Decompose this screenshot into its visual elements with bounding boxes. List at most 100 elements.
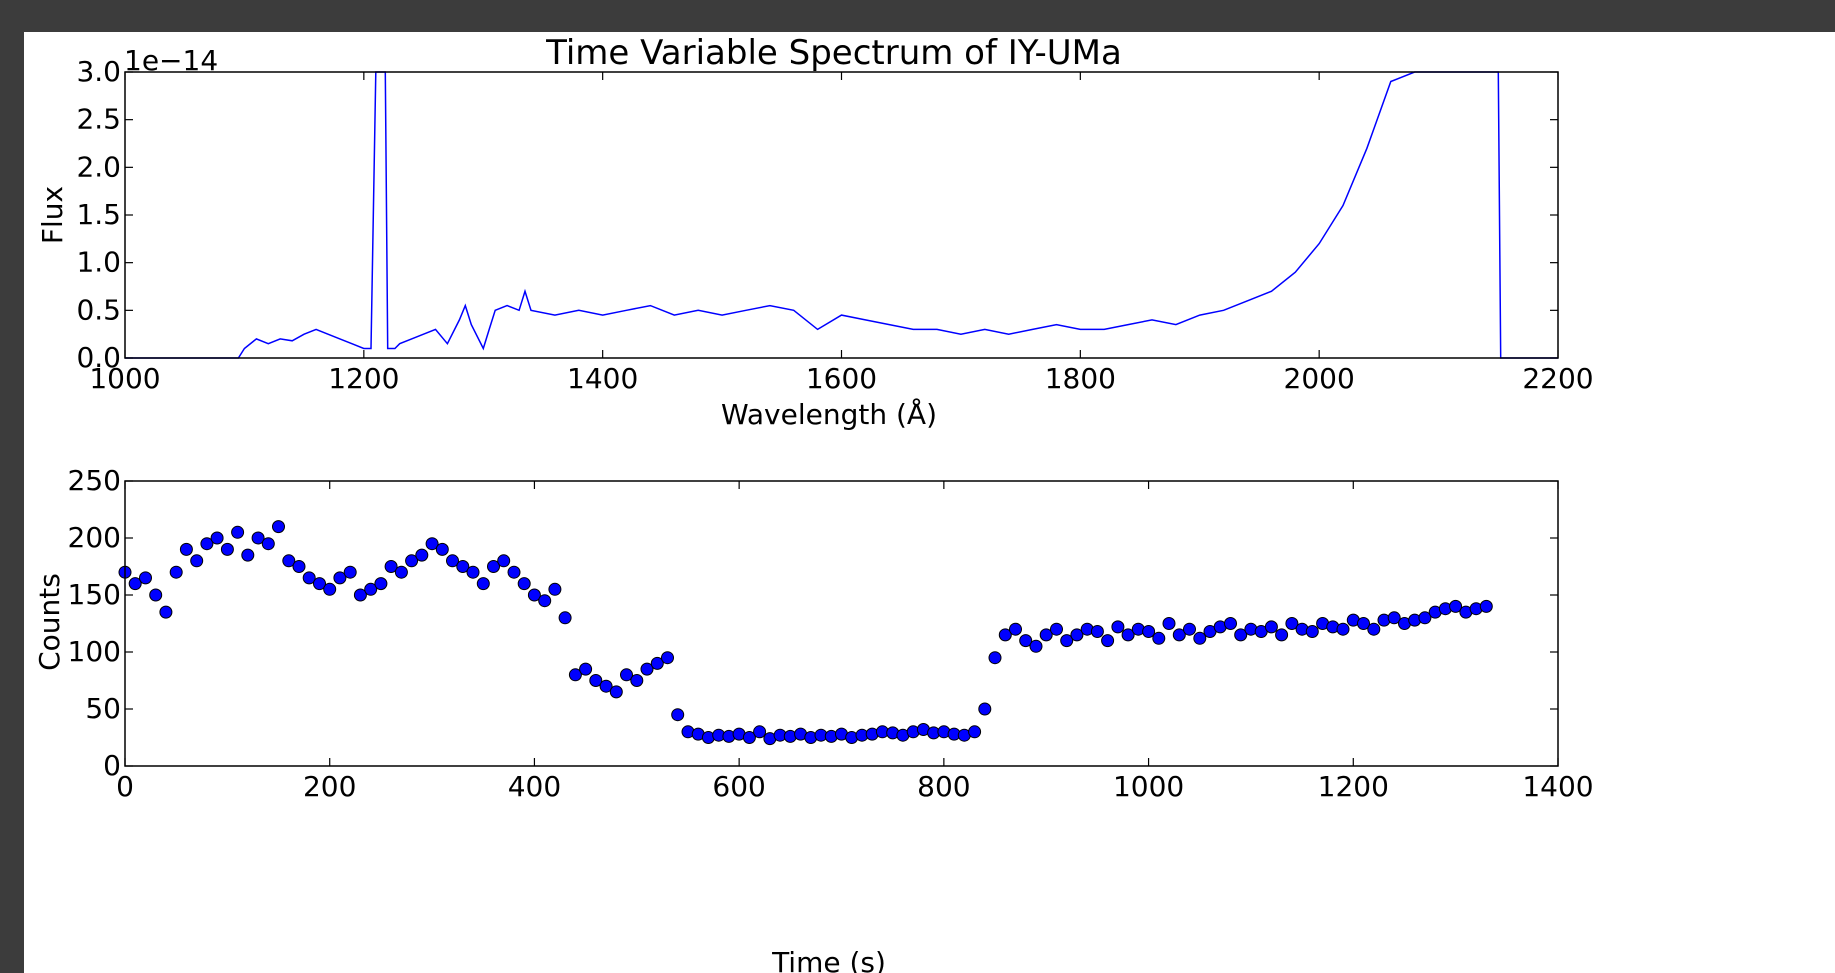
lightcurve-y-ticks: 0 50 100 150 200 250	[68, 464, 1558, 782]
lightcurve-y-tick-label: 0	[103, 749, 121, 782]
lightcurve-point	[589, 674, 603, 687]
lightcurve-point	[497, 554, 511, 568]
lightcurve-point	[476, 577, 490, 591]
lightcurve-point	[630, 674, 644, 687]
lightcurve-point	[558, 611, 572, 625]
lightcurve-point	[1142, 625, 1156, 638]
lightcurve-point	[446, 554, 459, 568]
lightcurve-point	[456, 560, 470, 573]
lightcurve-point	[640, 662, 654, 676]
lightcurve-point	[753, 725, 767, 739]
lightcurve-point	[220, 542, 234, 556]
lightcurve-point	[1019, 634, 1033, 648]
lightcurve-point	[1070, 628, 1084, 642]
lightcurve-point	[661, 651, 674, 665]
lightcurve-point	[272, 520, 285, 534]
lightcurve-point	[1357, 617, 1370, 630]
lightcurve-y-tick-label: 250	[68, 464, 121, 497]
lightcurve-point	[538, 594, 552, 608]
lightcurve-point	[1060, 634, 1074, 648]
spectrum-x-label: Wavelength (Å)	[721, 397, 937, 431]
lightcurve-x-tick-label: 1000	[1113, 770, 1184, 803]
lightcurve-axes-frame	[124, 480, 1559, 767]
lightcurve-point	[517, 577, 531, 591]
lightcurve-point	[343, 565, 357, 579]
lightcurve-point	[527, 588, 541, 602]
lightcurve-point	[302, 571, 316, 585]
spectrum-y-tick-label: 1.0	[76, 246, 121, 279]
lightcurve-point	[466, 565, 480, 579]
lightcurve-point	[1039, 628, 1053, 642]
lightcurve-point	[609, 685, 623, 699]
lightcurve-point	[313, 577, 326, 591]
lightcurve-x-tick-label: 1200	[1318, 770, 1389, 803]
lightcurve-point	[548, 582, 562, 596]
lightcurve-point	[364, 582, 378, 596]
lightcurve-point	[487, 560, 500, 573]
lightcurve-point	[1121, 628, 1135, 642]
lightcurve-point	[1285, 617, 1299, 630]
lightcurve-point	[425, 537, 439, 551]
lightcurve-point	[650, 656, 664, 670]
lightcurve-point	[374, 577, 388, 591]
spectrum-y-label: Flux	[36, 186, 69, 244]
lightcurve-point	[261, 537, 275, 551]
lightcurve-point	[384, 560, 398, 573]
lightcurve-point	[568, 668, 582, 682]
lightcurve-point	[988, 651, 1002, 665]
spectrum-y-tick-label: 2.0	[76, 150, 121, 183]
lightcurve-point	[620, 668, 633, 682]
lightcurve-x-tick-label: 200	[303, 770, 356, 803]
lightcurve-x-label: Time (s)	[771, 946, 886, 973]
lightcurve-x-tick-label: 0	[116, 770, 134, 803]
lightcurve-x-tick-label: 800	[917, 770, 970, 803]
spectrum-x-tick-label: 2000	[1284, 362, 1355, 395]
spectrum-x-tick-label: 2200	[1522, 362, 1593, 395]
spectrum-plot-area	[125, 71, 1558, 359]
lightcurve-x-tick-label: 400	[508, 770, 561, 803]
lightcurve-point	[1152, 631, 1166, 645]
lightcurve-point	[323, 582, 337, 596]
lightcurve-point	[231, 525, 245, 539]
spectrum-x-tick-label: 1800	[1045, 362, 1116, 395]
lightcurve-point	[190, 554, 204, 568]
lightcurve-point	[1050, 622, 1063, 636]
lightcurve-point	[1275, 628, 1289, 642]
spectrum-x-tick-label: 1000	[89, 362, 160, 395]
figure-canvas: Time Variable Spectrum of IY-UMa 1e−14 1…	[24, 32, 1835, 973]
lightcurve-point	[1009, 622, 1022, 636]
lightcurve-point	[292, 560, 306, 573]
lightcurve-y-tick-label: 100	[68, 635, 121, 668]
lightcurve-point	[333, 571, 347, 585]
lightcurve-point	[353, 588, 367, 602]
lightcurve-x-tick-label: 1400	[1522, 770, 1593, 803]
lightcurve-point	[507, 565, 521, 579]
spectrum-y-ticks: 0.0 0.5 1.0 1.5 2.0 2.5 3.0	[76, 55, 1558, 374]
lightcurve-point	[251, 531, 265, 545]
lightcurve-point	[179, 542, 193, 556]
spectrum-series-line	[125, 71, 1558, 359]
spectrum-x-ticks: 1000 1200 1400 1600 1800 2000 2200	[89, 72, 1594, 395]
lightcurve-point	[415, 548, 429, 562]
lightcurve-y-tick-label: 150	[68, 578, 121, 611]
lightcurve-point	[1172, 628, 1186, 642]
lightcurve-plot-area	[118, 520, 1493, 746]
lightcurve-point	[1111, 620, 1125, 634]
lightcurve-y-tick-label: 50	[85, 692, 121, 725]
lightcurve-point	[169, 565, 183, 579]
lightcurve-point	[405, 554, 419, 568]
lightcurve-point	[1418, 611, 1432, 625]
lightcurve-point	[1162, 617, 1176, 630]
lightcurve-point	[394, 565, 408, 579]
lightcurve-y-label: Counts	[33, 573, 66, 671]
lightcurve-x-tick-label: 600	[712, 770, 765, 803]
lightcurve-y-tick-label: 200	[68, 521, 121, 554]
spectrum-x-tick-label: 1200	[328, 362, 399, 395]
spectrum-y-tick-label: 0.0	[76, 341, 121, 374]
lightcurve-point	[599, 679, 613, 693]
lightcurve-point	[1193, 631, 1207, 645]
lightcurve-point	[1234, 628, 1248, 642]
spectrum-y-tick-label: 1.5	[76, 198, 121, 231]
lightcurve-point	[435, 542, 449, 556]
spectrum-x-tick-label: 1400	[567, 362, 638, 395]
